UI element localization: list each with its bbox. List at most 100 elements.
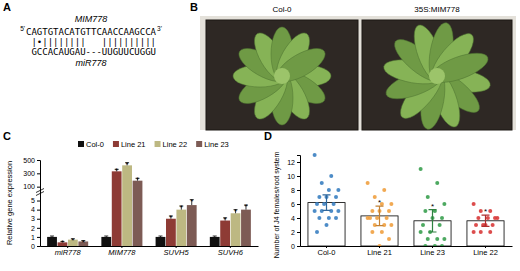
photo-label: Col-0 — [272, 5, 292, 14]
rosette-center — [274, 68, 290, 84]
tick: 0 — [291, 243, 300, 250]
annotation: * — [82, 238, 85, 247]
legend: Col-0Line 21Line 22Line 23 — [78, 140, 229, 149]
point — [433, 244, 437, 246]
tick: 0 — [31, 243, 40, 250]
bar — [210, 237, 220, 246]
tick-label: miR778 — [55, 248, 82, 257]
tick: 100 — [23, 183, 40, 190]
point — [322, 202, 326, 206]
point — [389, 223, 393, 227]
point — [382, 188, 386, 192]
legend-swatch — [78, 141, 84, 147]
annotation: * — [234, 207, 237, 216]
tick-mark — [297, 204, 300, 205]
tick-mark — [297, 190, 300, 191]
point — [370, 209, 374, 213]
photo-label: 35S:MIM778 — [414, 5, 460, 14]
tick: 4 — [291, 215, 300, 222]
rosette-center — [429, 68, 445, 84]
top-strand: CAGTGTACATGTTCAACCAAGCCA — [26, 27, 157, 37]
point — [438, 223, 442, 227]
point — [488, 230, 492, 234]
point — [325, 223, 329, 227]
error-bar — [482, 215, 490, 226]
tick-mark — [37, 246, 40, 247]
point — [366, 181, 370, 185]
point — [332, 202, 336, 206]
point — [476, 216, 480, 220]
tick-label: 3 — [31, 215, 35, 222]
annotation: * — [180, 203, 183, 212]
legend-swatch — [196, 141, 202, 147]
point — [327, 216, 331, 220]
point — [440, 216, 444, 220]
tick-mark — [37, 228, 40, 229]
y-axis: 024681012 — [287, 156, 300, 250]
bar — [187, 205, 197, 246]
legend-label: Col-0 — [86, 140, 104, 149]
tick-mark — [37, 210, 40, 211]
point — [373, 223, 377, 227]
tick-mark — [297, 246, 300, 247]
legend-swatch — [113, 141, 119, 147]
tick: 6 — [291, 201, 300, 208]
annotation: * — [224, 215, 227, 224]
tick-label: 2 — [31, 225, 35, 232]
tick-label: 300 — [23, 170, 35, 177]
marks-d — [308, 153, 504, 246]
annotation: * — [244, 202, 247, 211]
tick-mark — [37, 173, 40, 174]
bottom-strand: GCCACAUGAU---UUGUUCUGGU — [31, 47, 156, 57]
point — [317, 195, 321, 199]
tick-label: 4 — [31, 206, 35, 213]
panel-a: MIM7785'CAGTGTACATGTTCAACCAAGCCA3'|•||||… — [20, 14, 162, 68]
tick: 2 — [291, 229, 300, 236]
point — [435, 237, 439, 241]
bar — [166, 219, 176, 246]
point — [419, 230, 423, 234]
point — [370, 230, 374, 234]
tick: SUVH6 — [218, 246, 244, 257]
tick-label: Line 23 — [420, 248, 445, 257]
tick: 5 — [31, 197, 40, 204]
photo-background — [200, 16, 516, 130]
tick-label: MIM778 — [108, 248, 136, 257]
tick-mark — [37, 160, 40, 161]
point — [366, 216, 370, 220]
axis-line — [41, 246, 259, 247]
annotation: * — [484, 207, 487, 216]
annotation: * — [136, 175, 139, 184]
axis-line — [297, 156, 301, 247]
tick-label: 0 — [291, 243, 295, 250]
bar — [101, 237, 111, 246]
bar — [176, 210, 186, 246]
point — [479, 230, 483, 234]
point — [442, 237, 446, 241]
tick: SUVH5 — [164, 246, 190, 257]
point — [320, 181, 324, 185]
y-axis-title: Relative gene expression — [5, 161, 14, 245]
tick-label: Col-0 — [318, 248, 336, 257]
point — [479, 209, 483, 213]
bars-c — [47, 163, 251, 246]
figure: ABCDMIM7785'CAGTGTACATGTTCAACCAAGCCA3'|•… — [0, 0, 520, 271]
point — [488, 209, 492, 213]
x-axis: Col-0Line 21Line 23Line 22 — [301, 246, 513, 257]
bar — [133, 181, 143, 246]
tick-label: 12 — [287, 159, 295, 166]
point — [336, 209, 340, 213]
annotation: * — [169, 213, 172, 222]
point — [387, 209, 391, 213]
panel-letter: C — [3, 130, 11, 142]
tick-label: 500 — [23, 157, 35, 164]
tick-mark — [297, 232, 300, 233]
tick-mark — [37, 201, 40, 202]
annotation: * — [190, 197, 193, 206]
point — [421, 223, 425, 227]
error-bar — [376, 206, 384, 226]
point — [313, 153, 317, 157]
bottom-label: miR778 — [76, 58, 107, 68]
bar — [122, 165, 132, 246]
panel-letter: D — [264, 130, 272, 142]
